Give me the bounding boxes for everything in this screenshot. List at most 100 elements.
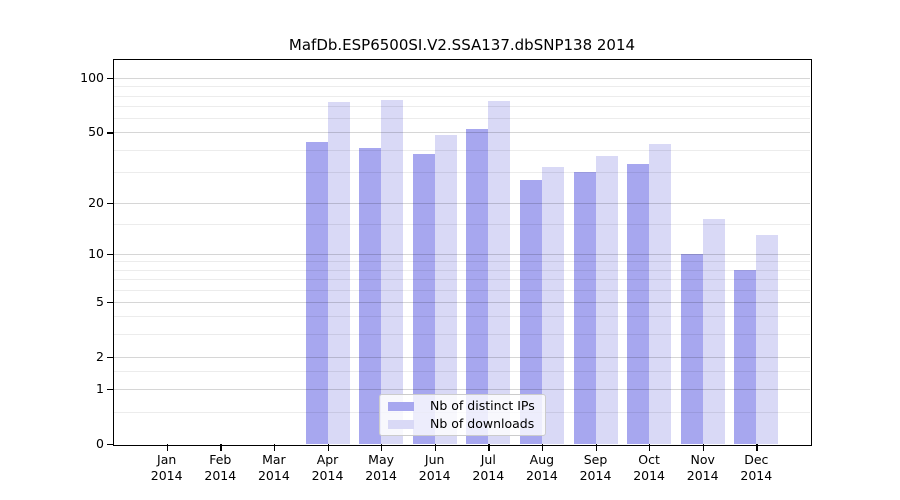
- minor-gridline-80: [114, 95, 810, 97]
- y-tick-label-0: 0: [96, 436, 104, 451]
- x-label-year: 2014: [418, 468, 451, 483]
- x-tick-may: [381, 444, 383, 451]
- y-tick-5: [107, 301, 114, 304]
- x-tick-jan: [166, 444, 168, 451]
- y-tick-label-2: 2: [96, 348, 104, 364]
- major-gridline-50: [114, 132, 810, 134]
- legend-swatch-distinct-ips: [388, 401, 414, 411]
- bar-nb-of-distinct-ips-jun: [412, 153, 435, 444]
- x-tick-mar: [273, 444, 276, 451]
- x-label-month: Dec: [744, 452, 769, 467]
- bar-nb-of-downloads-sep: [595, 155, 618, 444]
- minor-gridline-9: [114, 261, 810, 263]
- x-tick-label-aug: Aug 2014: [510, 452, 574, 484]
- y-tick-20: [107, 202, 114, 204]
- y-tick-label-10: 10: [88, 245, 104, 261]
- y-tick-label-20: 20: [88, 194, 104, 210]
- x-label-year: 2014: [257, 468, 290, 483]
- major-gridline-5: [114, 301, 810, 303]
- major-gridline-100: [114, 78, 810, 80]
- minor-gridline-4: [114, 316, 810, 318]
- x-label-month: May: [368, 452, 395, 467]
- x-tick-label-nov: Nov 2014: [671, 452, 735, 484]
- x-tick-dec: [756, 444, 758, 451]
- x-tick-sep: [595, 444, 597, 451]
- y-tick-label-5: 5: [96, 293, 104, 309]
- x-tick-label-jun: Jun 2014: [403, 452, 467, 484]
- minor-gridline-1.5: [114, 371, 810, 373]
- bar-nb-of-downloads-jun: [434, 135, 457, 444]
- minor-gridline-60: [114, 118, 810, 120]
- x-tick-jun: [434, 444, 436, 451]
- bar-nb-of-downloads-aug: [541, 166, 564, 444]
- bar-nb-of-downloads-jul: [488, 100, 511, 444]
- x-tick-label-oct: Oct 2014: [617, 452, 681, 484]
- x-label-year: 2014: [472, 468, 505, 483]
- legend-item-distinct-ips: Nb of distinct IPs: [388, 399, 537, 413]
- y-tick-label-100: 100: [80, 70, 104, 86]
- minor-gridline-6: [114, 289, 810, 291]
- major-gridline-1: [114, 389, 810, 391]
- x-tick-nov: [702, 444, 704, 451]
- x-label-year: 2014: [525, 468, 558, 483]
- bar-nb-of-downloads-apr: [327, 101, 350, 444]
- major-gridline-20: [114, 202, 810, 204]
- bar-nb-of-distinct-ips-dec: [734, 269, 757, 444]
- x-label-month: Mar: [262, 452, 286, 467]
- minor-gridline-7: [114, 279, 810, 281]
- x-tick-label-may: May 2014: [349, 452, 413, 484]
- x-label-year: 2014: [150, 468, 183, 483]
- y-tick-0: [107, 444, 114, 446]
- y-tick-1: [107, 389, 114, 391]
- x-tick-label-sep: Sep 2014: [564, 452, 628, 484]
- bar-nb-of-distinct-ips-apr: [305, 142, 328, 444]
- bar-nb-of-distinct-ips-sep: [573, 171, 596, 444]
- y-tick-100: [107, 78, 114, 80]
- minor-gridline-15: [114, 224, 810, 226]
- y-tick-50: [107, 132, 114, 134]
- major-gridline-10: [114, 253, 810, 255]
- x-tick-label-jul: Jul 2014: [456, 452, 520, 484]
- x-label-year: 2014: [740, 468, 773, 483]
- x-label-month: Sep: [583, 452, 608, 467]
- x-label-month: Aug: [529, 452, 555, 467]
- bar-nb-of-downloads-nov: [702, 219, 725, 444]
- legend-label-downloads: Nb of downloads: [430, 416, 535, 431]
- y-tick-2: [107, 356, 114, 359]
- minor-gridline-90: [114, 86, 810, 88]
- minor-gridline-70: [114, 106, 810, 108]
- bar-nb-of-distinct-ips-jul: [466, 129, 489, 444]
- bar-nb-of-downloads-dec: [756, 234, 779, 444]
- legend: Nb of distinct IPs Nb of downloads: [379, 394, 546, 436]
- y-tick-10: [107, 253, 114, 256]
- x-label-month: Apr: [316, 452, 339, 467]
- x-label-year: 2014: [579, 468, 612, 483]
- x-label-month: Oct: [638, 452, 660, 467]
- x-label-year: 2014: [365, 468, 397, 483]
- x-tick-label-mar: Mar 2014: [242, 452, 306, 484]
- bar-nb-of-distinct-ips-oct: [627, 164, 650, 444]
- minor-gridline-8: [114, 269, 810, 271]
- x-label-year: 2014: [686, 468, 719, 483]
- x-label-year: 2014: [311, 468, 344, 483]
- chart-title: MafDb.ESP6500SI.V2.SSA137.dbSNP138 2014: [288, 36, 636, 54]
- x-tick-apr: [327, 444, 329, 451]
- x-tick-label-dec: Dec 2014: [724, 452, 788, 484]
- x-label-year: 2014: [633, 468, 665, 483]
- major-gridline-2: [114, 356, 810, 358]
- y-tick-label-1: 1: [96, 381, 104, 397]
- bar-nb-of-distinct-ips-may: [359, 147, 382, 444]
- x-tick-feb: [220, 444, 222, 451]
- x-tick-aug: [541, 444, 544, 451]
- minor-gridline-30: [114, 171, 810, 173]
- minor-gridline-3: [114, 334, 810, 336]
- x-tick-label-feb: Feb 2014: [188, 452, 252, 484]
- x-tick-label-apr: Apr 2014: [296, 452, 360, 484]
- minor-gridline-40: [114, 149, 810, 151]
- x-label-month: Jan: [157, 452, 177, 467]
- bar-nb-of-downloads-may: [381, 99, 404, 444]
- legend-item-downloads: Nb of downloads: [388, 417, 537, 431]
- bar-nb-of-distinct-ips-aug: [519, 179, 542, 444]
- x-tick-oct: [649, 444, 651, 451]
